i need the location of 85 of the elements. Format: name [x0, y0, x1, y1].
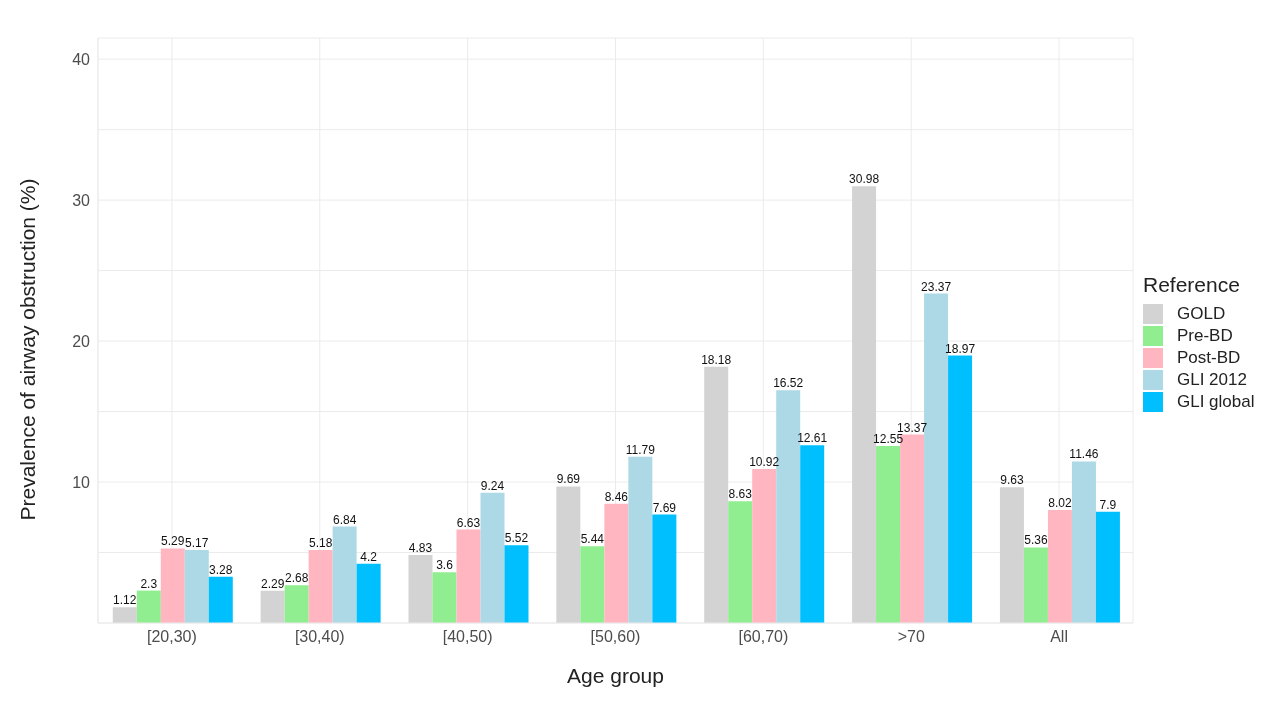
x-tick-label: [40,50)	[442, 628, 493, 646]
bar	[308, 549, 333, 623]
data-label: 8.46	[604, 489, 629, 504]
bar	[408, 554, 433, 623]
bar	[1071, 461, 1096, 623]
data-label: 4.83	[408, 540, 433, 555]
bar	[580, 546, 605, 623]
data-label: 9.24	[480, 478, 505, 493]
bar	[432, 572, 457, 623]
data-label: 8.63	[728, 487, 753, 502]
bar	[1023, 547, 1048, 623]
data-label: 13.37	[897, 420, 928, 435]
data-label: 5.44	[580, 532, 605, 547]
bar	[556, 486, 581, 623]
bar	[136, 590, 161, 623]
data-label: 4.2	[360, 549, 378, 564]
legend-label: Pre-BD	[1177, 326, 1233, 346]
bar	[160, 548, 185, 623]
x-tick-label: [20,30)	[147, 628, 197, 646]
bar	[604, 503, 629, 623]
bar	[999, 487, 1024, 623]
data-label: 5.52	[504, 531, 529, 546]
legend-label: GLI global	[1177, 392, 1255, 412]
data-label: 9.69	[556, 472, 581, 487]
bar	[1047, 509, 1072, 623]
data-label: 16.52	[773, 376, 804, 391]
bar	[1095, 511, 1120, 623]
bar	[356, 563, 381, 623]
data-label: 12.55	[873, 432, 904, 447]
data-label: 6.84	[332, 512, 357, 527]
data-label: 18.97	[945, 341, 976, 356]
bar	[260, 590, 285, 623]
data-label: 5.18	[308, 535, 333, 550]
bar	[456, 529, 481, 623]
data-label: 30.98	[849, 172, 880, 187]
bar	[284, 585, 309, 623]
x-tick-label: >70	[897, 628, 925, 646]
bar	[112, 607, 137, 623]
x-tick-label: [30,40)	[294, 628, 345, 646]
legend-label: GOLD	[1177, 304, 1226, 324]
data-label: 11.79	[625, 442, 656, 457]
legend-label: Post-BD	[1177, 348, 1241, 368]
bar	[876, 446, 901, 623]
data-label: 5.29	[161, 534, 185, 549]
bar	[652, 514, 677, 623]
bar	[480, 492, 505, 623]
data-label: 18.18	[701, 352, 732, 367]
data-label: 11.46	[1069, 447, 1099, 462]
x-tick-label: All	[1050, 628, 1068, 646]
bar	[704, 366, 729, 623]
bar	[184, 550, 209, 623]
data-label: 7.69	[652, 500, 677, 515]
data-label: 2.29	[260, 576, 285, 591]
data-label: 12.61	[797, 431, 828, 446]
bar	[504, 545, 529, 623]
data-label: 5.17	[185, 536, 209, 551]
data-label: 2.68	[284, 571, 309, 586]
y-axis-title: Prevalence of airway obstruction (%)	[16, 178, 40, 521]
y-tick-label: 10	[72, 473, 91, 491]
data-label: 8.02	[1048, 495, 1072, 510]
bar	[728, 501, 753, 623]
y-tick-label: 30	[72, 191, 91, 209]
x-tick-label: [60,70)	[738, 628, 789, 646]
x-axis-title: Age group	[567, 664, 664, 687]
data-label: 1.12	[113, 593, 137, 608]
data-label: 9.63	[1000, 473, 1024, 488]
bar	[332, 526, 357, 623]
x-tick-label: [50,60)	[590, 628, 641, 646]
data-label: 5.36	[1024, 533, 1048, 548]
bar	[948, 355, 973, 623]
data-label: 3.28	[209, 562, 233, 577]
data-label: 23.37	[921, 279, 952, 294]
data-label: 3.6	[436, 558, 454, 573]
data-label: 6.63	[456, 515, 481, 530]
bar	[800, 445, 825, 623]
y-tick-label: 40	[72, 50, 91, 68]
data-label: 2.3	[140, 576, 158, 591]
y-tick-label: 20	[72, 332, 91, 350]
legend-label: GLI 2012	[1177, 370, 1247, 390]
bar	[752, 469, 777, 623]
bar	[208, 576, 233, 623]
data-label: 10.92	[749, 455, 780, 470]
bar	[628, 456, 653, 623]
data-label: 7.9	[1099, 497, 1117, 512]
legend-title: Reference	[1143, 273, 1241, 297]
